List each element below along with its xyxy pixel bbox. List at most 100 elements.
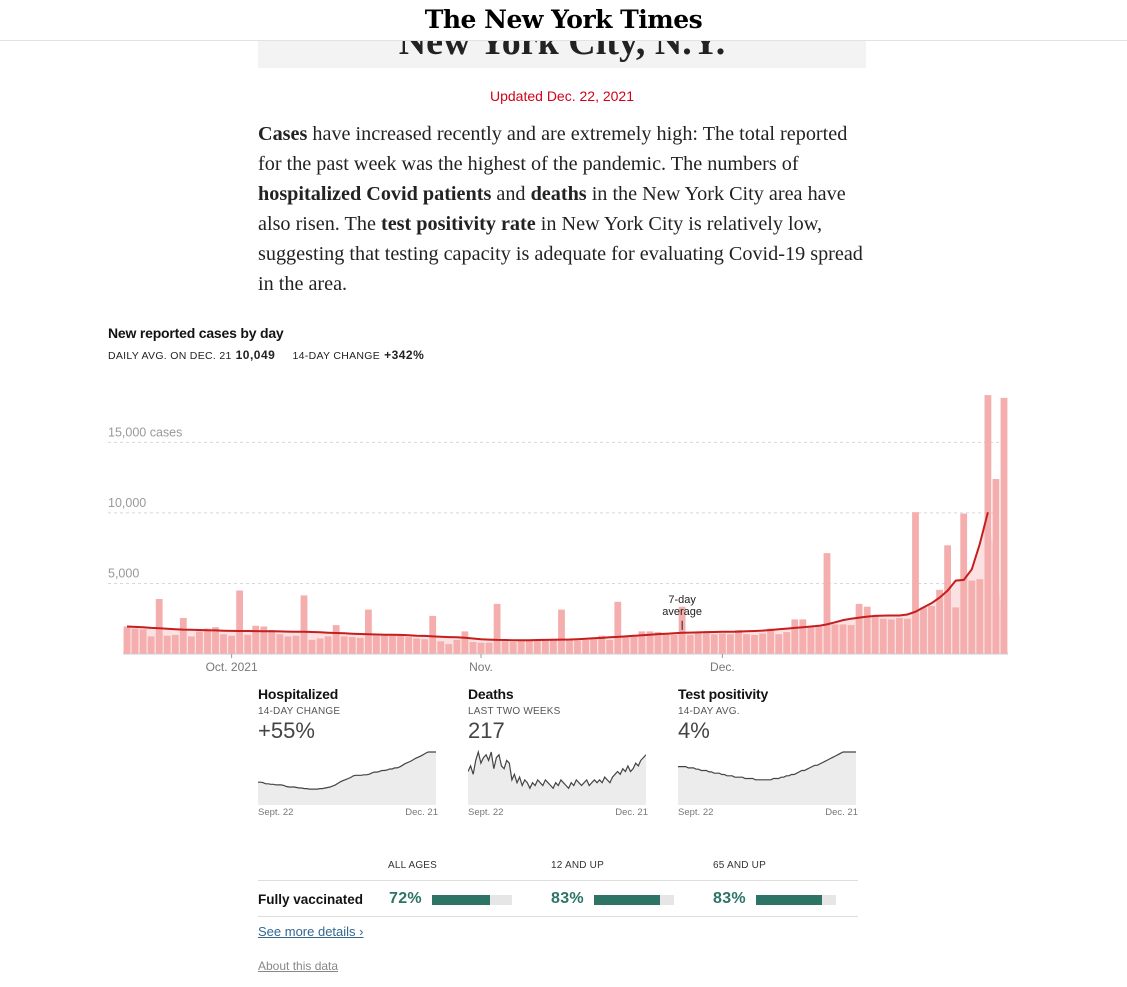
case-bar bbox=[276, 634, 284, 654]
metric-axis: Sept. 22 Dec. 21 bbox=[258, 807, 438, 819]
case-bar bbox=[131, 628, 139, 654]
axis-start-label: Sept. 22 bbox=[468, 807, 504, 818]
vax-bar bbox=[594, 895, 674, 905]
updated-date: Updated Dec. 22, 2021 bbox=[490, 88, 634, 104]
metric-value: +55% bbox=[258, 718, 315, 743]
case-bar bbox=[421, 639, 429, 654]
average-line bbox=[126, 511, 989, 642]
case-bar bbox=[228, 635, 235, 654]
case-bar bbox=[799, 619, 807, 654]
summary-text: have increased recently and are extremel… bbox=[258, 123, 848, 175]
case-bar bbox=[493, 603, 501, 654]
case-bar bbox=[260, 626, 268, 654]
nyt-logo[interactable]: The New York Times bbox=[424, 5, 703, 34]
case-bar bbox=[719, 633, 726, 654]
cases-chart[interactable]: 5,000 10,000 15,000 cases Oct. 2021 Nov. Dec.… bbox=[100, 395, 1015, 677]
case-bar bbox=[759, 633, 766, 654]
case-bar bbox=[236, 590, 243, 654]
case-bar bbox=[284, 636, 292, 654]
case-bar bbox=[751, 634, 758, 654]
cases-chart-stats: Daily avg. on Dec. 21 10,049 14-day chang… bbox=[108, 348, 438, 362]
metric-sub: 14-day avg. bbox=[678, 706, 740, 717]
case-bar bbox=[960, 513, 968, 654]
summary-keyword: Cases bbox=[258, 123, 308, 145]
case-bar bbox=[702, 632, 710, 654]
case-bar bbox=[638, 631, 646, 654]
sparkline-line bbox=[468, 749, 646, 790]
sparkline-area bbox=[258, 752, 436, 805]
case-bar bbox=[163, 635, 171, 654]
case-bar bbox=[397, 634, 404, 654]
case-bar bbox=[525, 639, 533, 654]
case-bar bbox=[678, 606, 686, 654]
case-bar bbox=[252, 625, 260, 654]
case-bar bbox=[743, 634, 750, 654]
case-bar bbox=[550, 639, 557, 654]
metric-sparkline bbox=[258, 751, 436, 805]
vax-pct: 83% bbox=[713, 890, 746, 907]
case-bar bbox=[863, 606, 871, 654]
case-bar bbox=[461, 631, 469, 654]
summary-paragraph: Cases have increased recently and are ex… bbox=[258, 119, 866, 299]
axis-end-label: Dec. 21 bbox=[825, 807, 858, 818]
summary-text: and bbox=[491, 183, 531, 205]
metric-sub: 14-day change bbox=[258, 706, 341, 717]
vax-group-label: ALL AGES bbox=[388, 860, 438, 871]
see-more-details-link[interactable]: See more details › bbox=[258, 924, 364, 939]
metric-title: Test positivity bbox=[678, 686, 769, 702]
y-tick-label: 10,000 bbox=[108, 496, 146, 510]
x-tick-label: Oct. 2021 bbox=[206, 660, 258, 674]
case-bar bbox=[783, 632, 791, 654]
case-bar bbox=[501, 641, 509, 654]
case-bar bbox=[670, 634, 678, 654]
vax-bar bbox=[756, 895, 836, 905]
case-bar bbox=[606, 639, 614, 654]
case-bar bbox=[558, 609, 565, 654]
case-bar bbox=[179, 618, 187, 654]
case-bar bbox=[139, 629, 147, 654]
case-bar bbox=[356, 637, 364, 654]
case-bar bbox=[324, 636, 332, 654]
case-bar bbox=[710, 634, 718, 654]
case-bar bbox=[196, 631, 203, 654]
vax-bar-fill bbox=[594, 895, 661, 905]
case-bar bbox=[936, 589, 943, 654]
annotation-label: average bbox=[662, 606, 702, 618]
x-tick-label: Dec. bbox=[710, 660, 735, 674]
case-bar bbox=[316, 638, 324, 654]
masthead: The New York Times bbox=[0, 0, 1127, 41]
case-bar bbox=[686, 634, 694, 654]
case-bar bbox=[775, 634, 783, 654]
case-bar bbox=[1000, 397, 1008, 654]
case-bar bbox=[268, 630, 276, 654]
metric-card: Deaths Last two weeks 217 Sept. 22 Dec. 21 bbox=[468, 686, 648, 819]
axis-start-label: Sept. 22 bbox=[258, 807, 294, 818]
case-bar bbox=[727, 634, 734, 654]
case-bar bbox=[147, 636, 155, 654]
case-bar bbox=[992, 479, 1000, 654]
case-bar bbox=[204, 628, 211, 654]
about-data-link[interactable]: About this data bbox=[258, 959, 339, 973]
case-bar bbox=[896, 618, 903, 654]
case-bar bbox=[220, 634, 227, 654]
case-bar bbox=[171, 634, 179, 654]
case-bar bbox=[839, 624, 847, 654]
metric-title: Hospitalized bbox=[258, 686, 339, 702]
axis-end-label: Dec. 21 bbox=[405, 807, 438, 818]
vax-pct: 72% bbox=[389, 890, 422, 907]
case-bar bbox=[984, 395, 992, 654]
case-bar bbox=[767, 628, 774, 654]
case-bar bbox=[300, 595, 308, 654]
case-bar bbox=[477, 642, 485, 654]
summary-keyword: hospitalized Covid patients bbox=[258, 183, 492, 205]
case-bar bbox=[485, 642, 493, 654]
case-bar bbox=[155, 599, 163, 654]
x-tick-label: Nov. bbox=[469, 660, 493, 674]
case-bar bbox=[212, 627, 219, 654]
case-bar bbox=[968, 580, 976, 654]
case-bar bbox=[453, 639, 461, 654]
metric-card: Test positivity 14-day avg. 4% Sept. 22 Dec.… bbox=[678, 686, 858, 819]
change-value: +342% bbox=[384, 348, 425, 362]
case-bar bbox=[630, 636, 638, 654]
case-bar bbox=[904, 618, 911, 654]
